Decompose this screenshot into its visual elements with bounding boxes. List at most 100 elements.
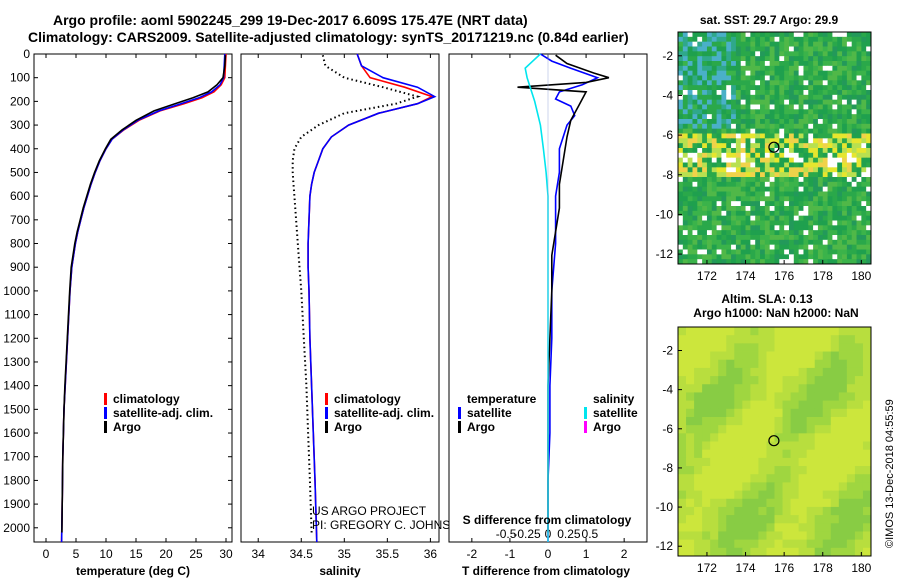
map-cell	[716, 239, 722, 246]
map-cell	[697, 80, 703, 86]
map-cell	[702, 56, 708, 62]
map-cell	[808, 249, 814, 255]
map-cell	[755, 186, 761, 192]
map-cell	[798, 254, 804, 260]
map-cell	[774, 416, 783, 426]
map-cell	[692, 119, 698, 125]
map-cell	[718, 335, 727, 344]
difference-profile-lines	[517, 53, 610, 542]
map-cell	[702, 327, 711, 336]
map-cell	[711, 249, 717, 255]
map-cell	[731, 172, 737, 178]
map-cell	[846, 94, 853, 101]
map-cell	[832, 167, 838, 173]
map-cell	[806, 367, 816, 377]
legend-marker-satellite	[104, 407, 107, 419]
map-cell	[758, 335, 767, 344]
map-cell	[687, 249, 693, 255]
map-cell	[851, 220, 857, 226]
map-y-tick-label: -12	[656, 247, 674, 261]
map-cell	[721, 80, 727, 86]
map-cell	[846, 392, 856, 402]
map-cell	[697, 46, 703, 52]
map-cell	[846, 41, 853, 47]
map-cell	[854, 425, 864, 434]
map-cell	[687, 186, 693, 192]
map-cell	[774, 80, 780, 86]
map-cell	[861, 51, 867, 57]
map-cell	[745, 143, 751, 149]
map-cell	[774, 506, 783, 516]
map-cell	[726, 515, 735, 524]
map-cell	[726, 474, 735, 483]
map-cell	[742, 425, 751, 434]
map-cell	[827, 162, 833, 168]
map-cell	[779, 239, 785, 246]
map-cell	[846, 138, 853, 144]
map-cell	[750, 449, 759, 459]
map-cell	[711, 152, 717, 159]
map-cell	[846, 99, 853, 105]
map-cell	[678, 65, 684, 72]
map-cell	[718, 359, 727, 369]
legend-title-salinity: salinity	[593, 392, 635, 406]
legend-marker-satellite	[325, 407, 328, 419]
map-cell	[782, 400, 791, 410]
map-cell	[766, 449, 775, 459]
map-cell	[760, 244, 766, 250]
map-cell	[803, 41, 809, 47]
map-cell	[788, 104, 795, 110]
map-cell	[740, 167, 746, 173]
map-cell	[697, 220, 703, 226]
legend-label-argo: Argo	[113, 420, 141, 434]
map-cell	[774, 215, 780, 221]
map-cell	[822, 498, 832, 508]
map-cell	[755, 65, 761, 72]
map-cell	[758, 416, 767, 426]
map-cell	[702, 210, 708, 217]
map-cell	[798, 148, 804, 154]
pressure-tick-label: 1800	[3, 473, 30, 487]
map-cell	[822, 80, 828, 86]
map-cell	[856, 215, 862, 221]
map-cell	[774, 259, 780, 265]
map-cell	[745, 249, 751, 255]
map-cell	[721, 162, 727, 168]
map-cell	[817, 123, 824, 130]
map-cell	[760, 51, 766, 57]
map-cell	[832, 41, 838, 47]
map-cell	[808, 239, 814, 246]
map-cell	[755, 167, 761, 173]
map-cell	[790, 474, 800, 483]
map-cell	[678, 70, 684, 76]
map-cell	[846, 235, 853, 241]
map-cell	[697, 99, 703, 105]
map-cell	[755, 157, 761, 163]
map-cell	[806, 351, 816, 361]
map-cell	[803, 138, 809, 144]
map-cell	[755, 220, 761, 226]
map-cell	[710, 384, 719, 393]
map-cell	[830, 335, 840, 344]
map-cell	[686, 531, 695, 541]
map-cell	[769, 157, 775, 163]
map-cell	[711, 133, 717, 139]
map-cell	[697, 235, 703, 241]
map-cell	[750, 104, 756, 110]
map-cell	[856, 186, 862, 192]
map-cell	[798, 376, 808, 385]
map-cell	[854, 466, 864, 475]
map-cell	[808, 148, 814, 154]
map-cell	[718, 523, 727, 532]
map-cell	[702, 482, 711, 491]
map-cell	[769, 201, 775, 207]
map-cell	[755, 148, 761, 154]
map-cell	[711, 186, 717, 192]
map-cell	[851, 162, 857, 168]
map-cell	[798, 133, 804, 139]
pressure-tick-label: 0	[23, 47, 30, 61]
map-cell	[779, 167, 785, 173]
map-cell	[678, 32, 684, 38]
map-cell	[731, 215, 737, 221]
map-cell	[686, 449, 695, 459]
